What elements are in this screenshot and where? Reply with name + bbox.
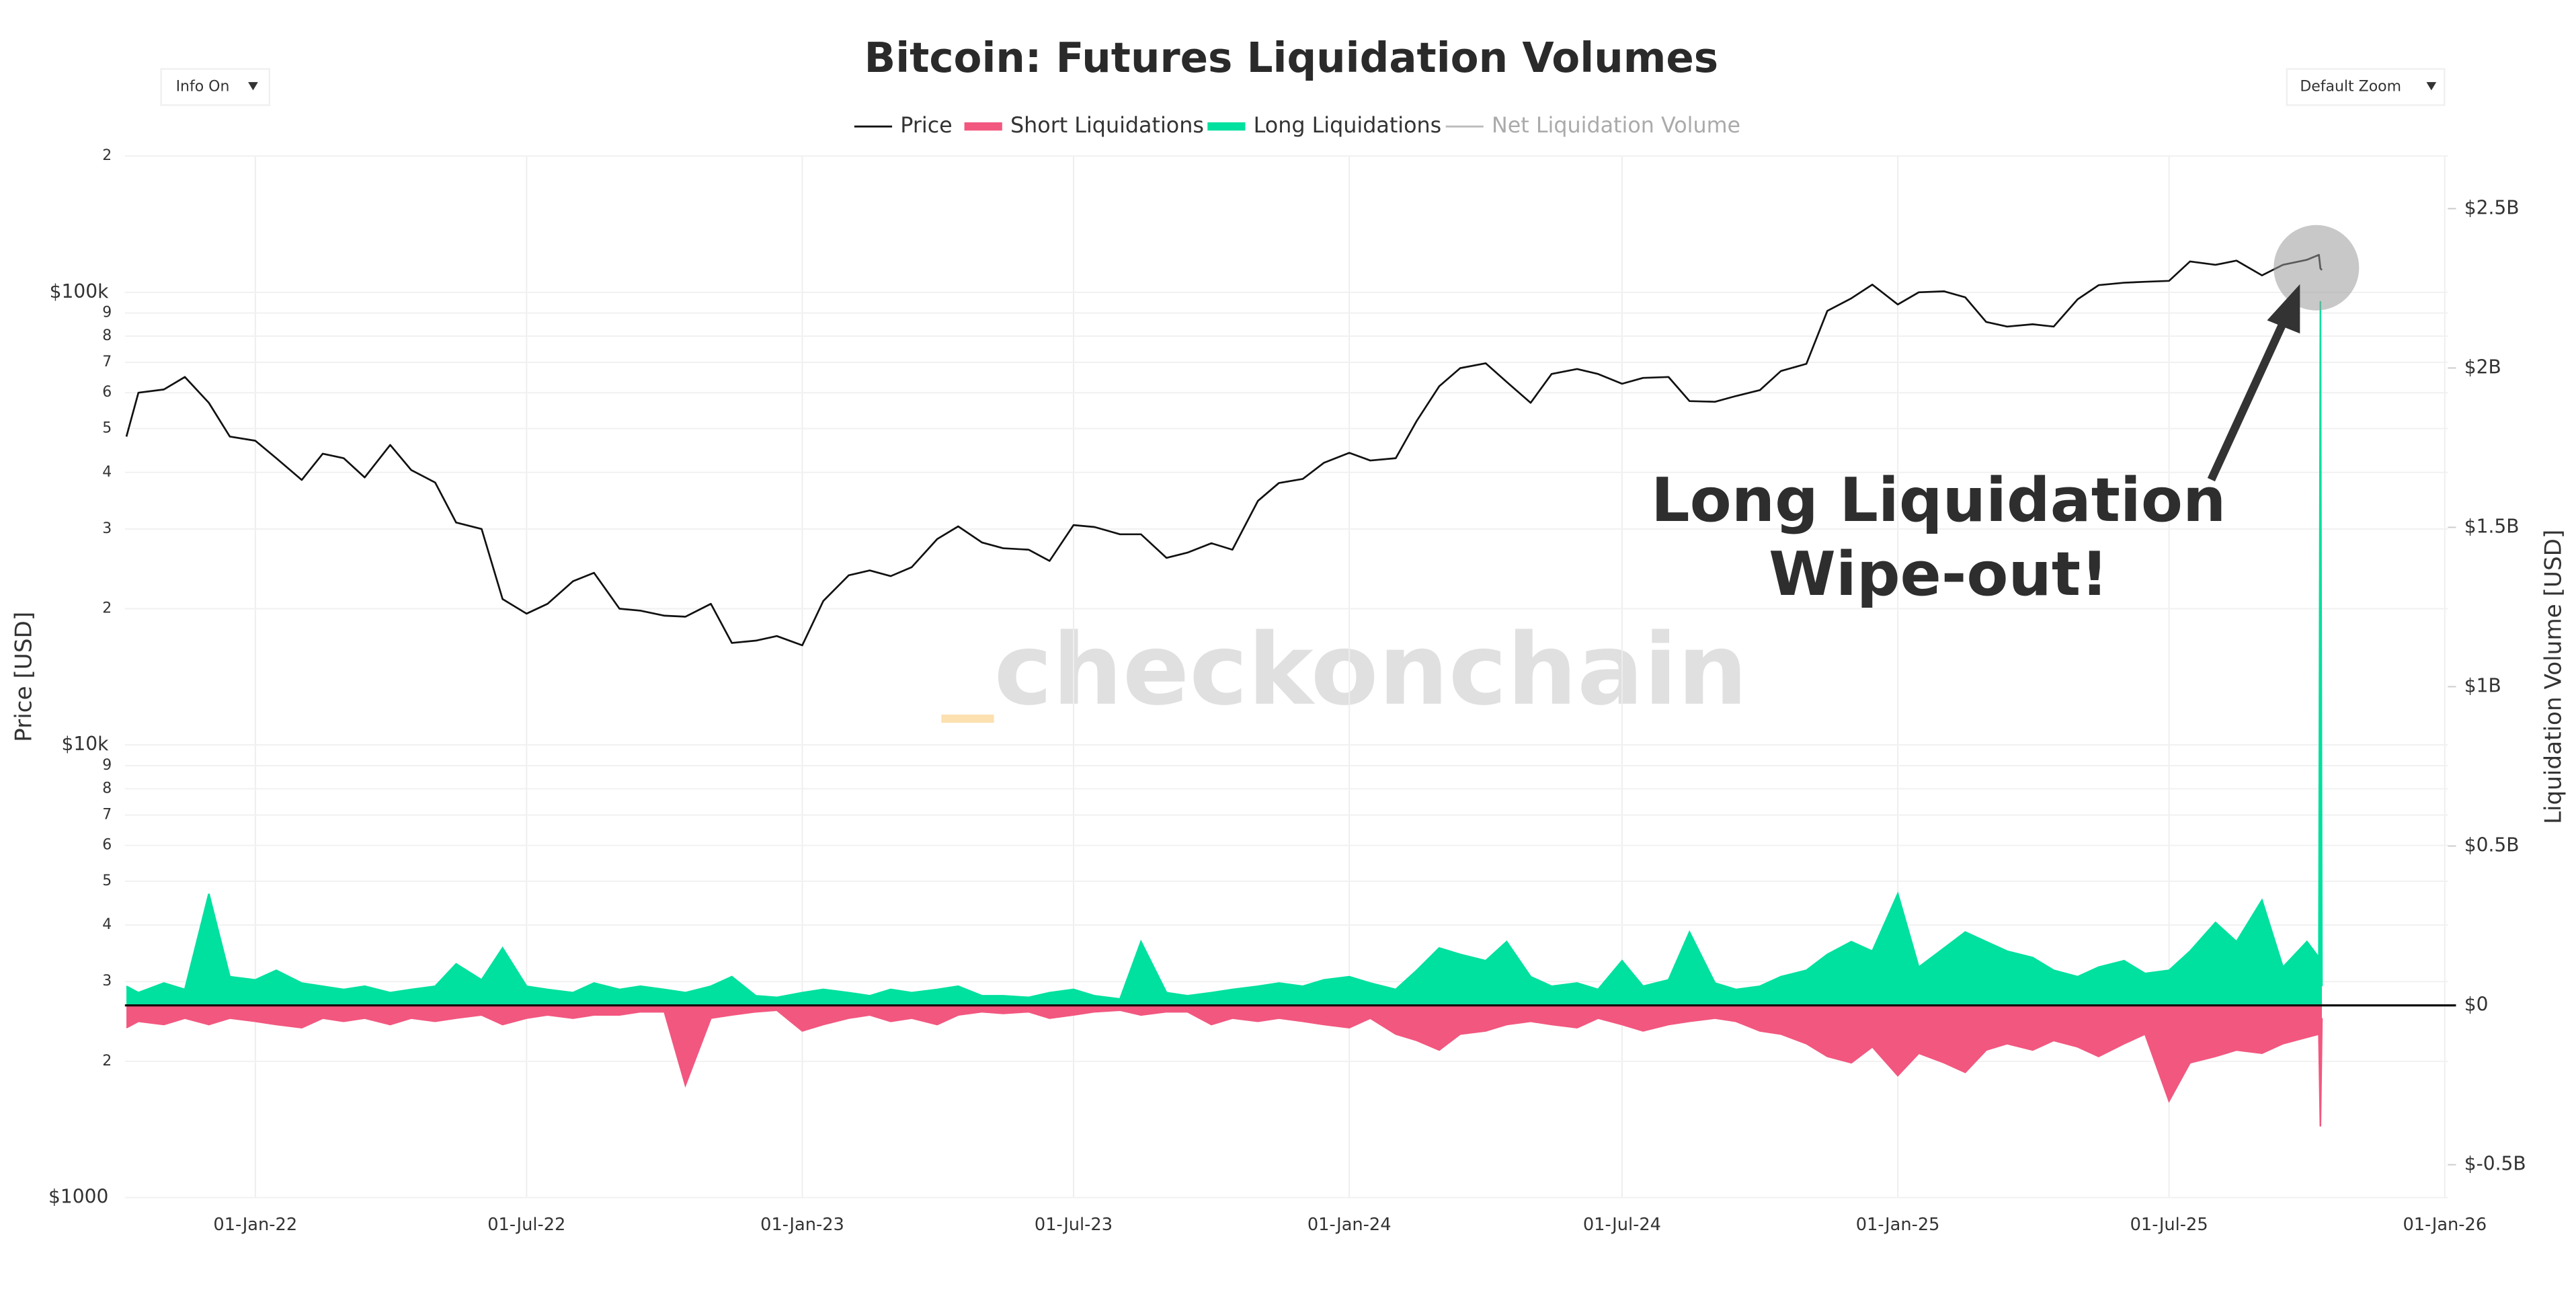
y-tick-label: 9 bbox=[102, 757, 112, 774]
y2-tick-label: $2.5B bbox=[2464, 196, 2520, 218]
x-tick-label: 01-Jan-24 bbox=[1307, 1215, 1392, 1235]
y-axis-title: Price [USD] bbox=[10, 612, 37, 742]
annotation-arrow bbox=[2207, 320, 2288, 482]
y-tick-label: 7 bbox=[102, 806, 112, 823]
x-tick-label: 01-Jan-25 bbox=[1856, 1215, 1940, 1235]
y2-tick-label: $0 bbox=[2464, 994, 2489, 1016]
x-tick-label: 01-Jan-23 bbox=[760, 1215, 844, 1235]
y-tick-label: 5 bbox=[102, 420, 112, 437]
y-tick-label: $1000 bbox=[48, 1185, 108, 1207]
y-tick-label: 2 bbox=[102, 1053, 112, 1069]
plot bbox=[124, 253, 2456, 1127]
area-outline bbox=[126, 1009, 2323, 1127]
chart-title: Bitcoin: Futures Liquidation Volumes bbox=[864, 34, 1718, 82]
legend-label[interactable]: Net Liquidation Volume bbox=[1492, 114, 1740, 138]
y-tick-label: 6 bbox=[102, 384, 112, 401]
x-tick-label: 01-Jul-25 bbox=[2130, 1215, 2208, 1235]
y-tick-label: 3 bbox=[102, 973, 112, 990]
y2-tick-label: $2B bbox=[2464, 356, 2501, 378]
y-tick-label: 6 bbox=[102, 837, 112, 854]
y-tick-label: 9 bbox=[102, 305, 112, 321]
y-tick-label: 4 bbox=[102, 916, 112, 933]
y-tick-label: 3 bbox=[102, 520, 112, 537]
highlight-circle bbox=[2273, 225, 2360, 311]
y-tick-label: 2 bbox=[102, 600, 112, 616]
area-fill bbox=[126, 1005, 2323, 1127]
y-tick-label: 8 bbox=[102, 780, 112, 797]
dropdown-box[interactable] bbox=[2286, 68, 2446, 106]
y2-tick-label: $0.5B bbox=[2464, 834, 2520, 856]
x-tick-label: 01-Jul-24 bbox=[1583, 1215, 1661, 1235]
zoom-dropdown[interactable]: Default Zoom bbox=[2286, 68, 2446, 106]
y-tick-label: 4 bbox=[102, 464, 112, 481]
dropdown-arrow bbox=[2426, 82, 2437, 91]
legend-label[interactable]: Long Liquidations bbox=[1254, 114, 1442, 138]
dropdown-label[interactable]: Default Zoom bbox=[2300, 79, 2401, 95]
x-tick-label: 01-Jul-23 bbox=[1035, 1215, 1113, 1235]
y2-tick-label: $1.5B bbox=[2464, 515, 2520, 537]
legend-label[interactable]: Short Liquidations bbox=[1010, 114, 1204, 138]
x-tick-label: 01-Jul-22 bbox=[487, 1215, 565, 1235]
annotation: Wipe-out! bbox=[1769, 539, 2108, 610]
y-tick-label: 5 bbox=[102, 873, 112, 889]
y-tick-label: 8 bbox=[102, 327, 112, 344]
area-outline bbox=[126, 300, 2323, 1000]
y2-axis-title: Liquidation Volume [USD] bbox=[2540, 530, 2567, 824]
legend-label[interactable]: Price bbox=[900, 114, 952, 138]
price-line bbox=[125, 253, 2323, 647]
x-tick-label: 01-Jan-22 bbox=[213, 1215, 297, 1235]
info-dropdown[interactable]: Info On bbox=[160, 68, 271, 106]
annotation-arrowhead bbox=[2267, 284, 2300, 334]
y2-tick-label: $-0.5B bbox=[2464, 1153, 2526, 1175]
dropdown-arrow bbox=[248, 82, 258, 91]
annotation: Long Liquidation bbox=[1651, 465, 2226, 536]
grid: 01-Jan-22 01-Jul-22 01-Jan-23 01-Jul-23 01-J… bbox=[48, 147, 2526, 1235]
watermark: checkonchain bbox=[994, 612, 1748, 727]
dropdown-label[interactable]: Info On bbox=[176, 79, 230, 95]
watermark-underscore bbox=[941, 715, 994, 723]
y-tick-label: 2 bbox=[102, 147, 112, 164]
legend: Price Short Liquidations Long Liquidations… bbox=[854, 114, 1740, 138]
x-tick-label: 01-Jan-26 bbox=[2403, 1215, 2487, 1235]
y-tick-label: $100k bbox=[50, 280, 109, 302]
y-tick-label: 7 bbox=[102, 354, 112, 370]
y-tick-label: $10k bbox=[61, 733, 109, 755]
y2-tick-label: $1B bbox=[2464, 675, 2501, 697]
